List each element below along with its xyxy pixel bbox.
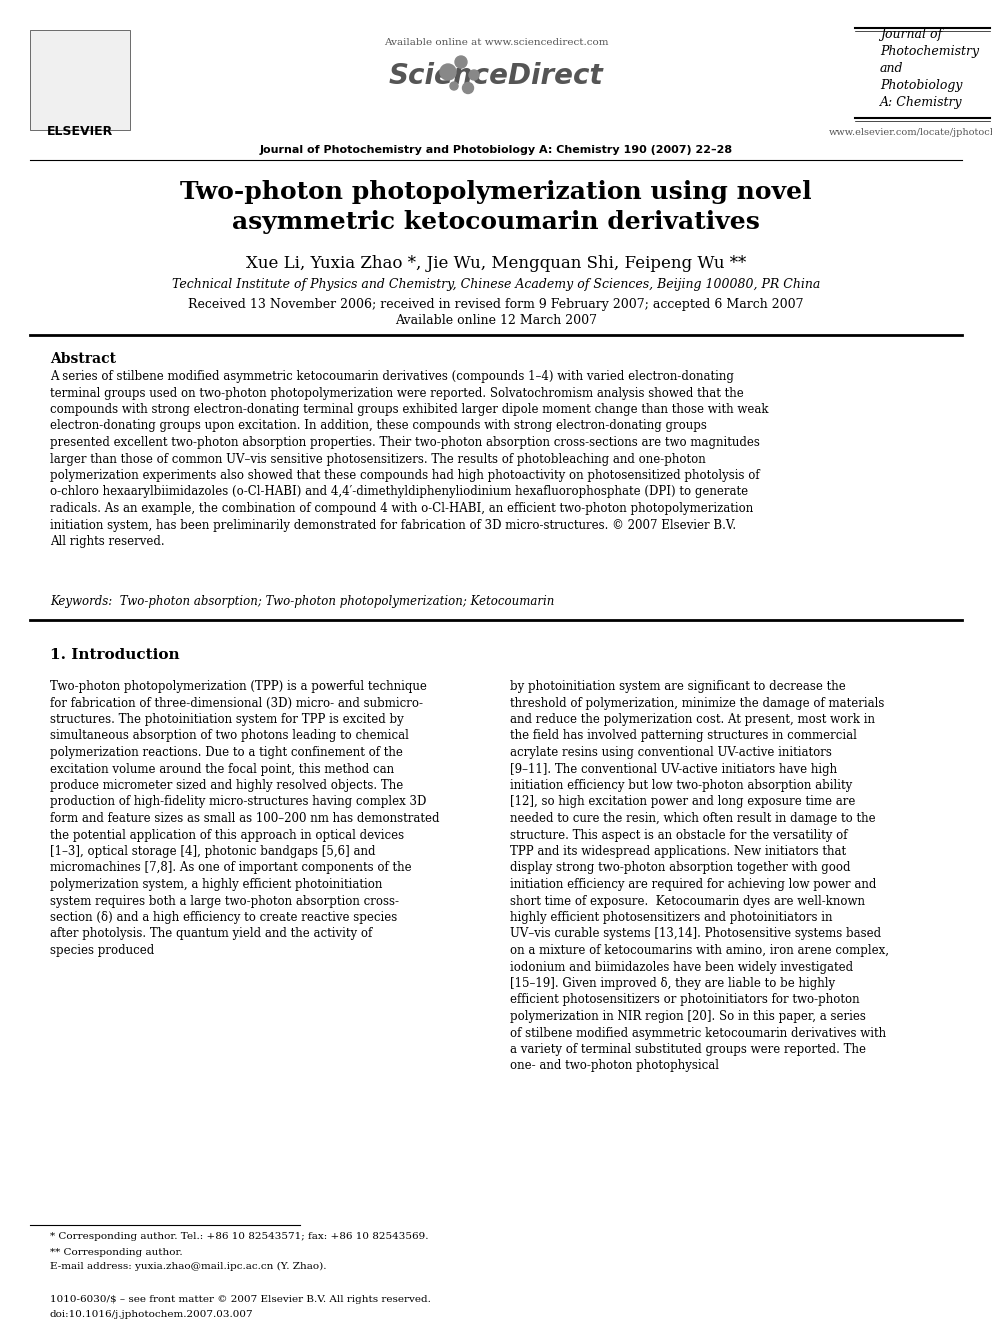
Text: ScienceDirect: ScienceDirect <box>389 62 603 90</box>
Text: * Corresponding author. Tel.: +86 10 82543571; fax: +86 10 82543569.: * Corresponding author. Tel.: +86 10 825… <box>50 1232 429 1241</box>
Text: by photoinitiation system are significant to decrease the
threshold of polymeriz: by photoinitiation system are significan… <box>510 680 889 1073</box>
Circle shape <box>469 70 479 79</box>
Text: ELSEVIER: ELSEVIER <box>47 124 113 138</box>
Text: Journal of
Photochemistry
and
Photobiology
A: Chemistry: Journal of Photochemistry and Photobiolo… <box>880 28 979 108</box>
Text: Journal of Photochemistry and Photobiology A: Chemistry 190 (2007) 22–28: Journal of Photochemistry and Photobiolo… <box>260 146 732 155</box>
Text: www.elsevier.com/locate/jphotochem: www.elsevier.com/locate/jphotochem <box>828 128 992 138</box>
Text: Available online 12 March 2007: Available online 12 March 2007 <box>395 314 597 327</box>
Text: E-mail address: yuxia.zhao@mail.ipc.ac.cn (Y. Zhao).: E-mail address: yuxia.zhao@mail.ipc.ac.c… <box>50 1262 326 1271</box>
Circle shape <box>440 64 456 79</box>
Text: ** Corresponding author.: ** Corresponding author. <box>50 1248 183 1257</box>
Text: Abstract: Abstract <box>50 352 116 366</box>
Text: Two-photon photopolymerization using novel
asymmetric ketocoumarin derivatives: Two-photon photopolymerization using nov… <box>181 180 811 234</box>
Text: Xue Li, Yuxia Zhao *, Jie Wu, Mengquan Shi, Feipeng Wu **: Xue Li, Yuxia Zhao *, Jie Wu, Mengquan S… <box>246 255 746 273</box>
Text: Received 13 November 2006; received in revised form 9 February 2007; accepted 6 : Received 13 November 2006; received in r… <box>188 298 804 311</box>
Text: Technical Institute of Physics and Chemistry, Chinese Academy of Sciences, Beiji: Technical Institute of Physics and Chemi… <box>172 278 820 291</box>
Bar <box>30 30 130 130</box>
Circle shape <box>455 56 467 67</box>
Text: Available online at www.sciencedirect.com: Available online at www.sciencedirect.co… <box>384 38 608 48</box>
Text: Two-photon photopolymerization (TPP) is a powerful technique
for fabrication of : Two-photon photopolymerization (TPP) is … <box>50 680 439 957</box>
Circle shape <box>462 82 473 94</box>
Text: Keywords:  Two-photon absorption; Two-photon photopolymerization; Ketocoumarin: Keywords: Two-photon absorption; Two-pho… <box>50 595 555 609</box>
Text: 1. Introduction: 1. Introduction <box>50 648 180 662</box>
Text: doi:10.1016/j.jphotochem.2007.03.007: doi:10.1016/j.jphotochem.2007.03.007 <box>50 1310 254 1319</box>
Text: A series of stilbene modified asymmetric ketocoumarin derivatives (compounds 1–4: A series of stilbene modified asymmetric… <box>50 370 769 548</box>
Text: 1010-6030/$ – see front matter © 2007 Elsevier B.V. All rights reserved.: 1010-6030/$ – see front matter © 2007 El… <box>50 1295 431 1304</box>
Circle shape <box>450 82 458 90</box>
